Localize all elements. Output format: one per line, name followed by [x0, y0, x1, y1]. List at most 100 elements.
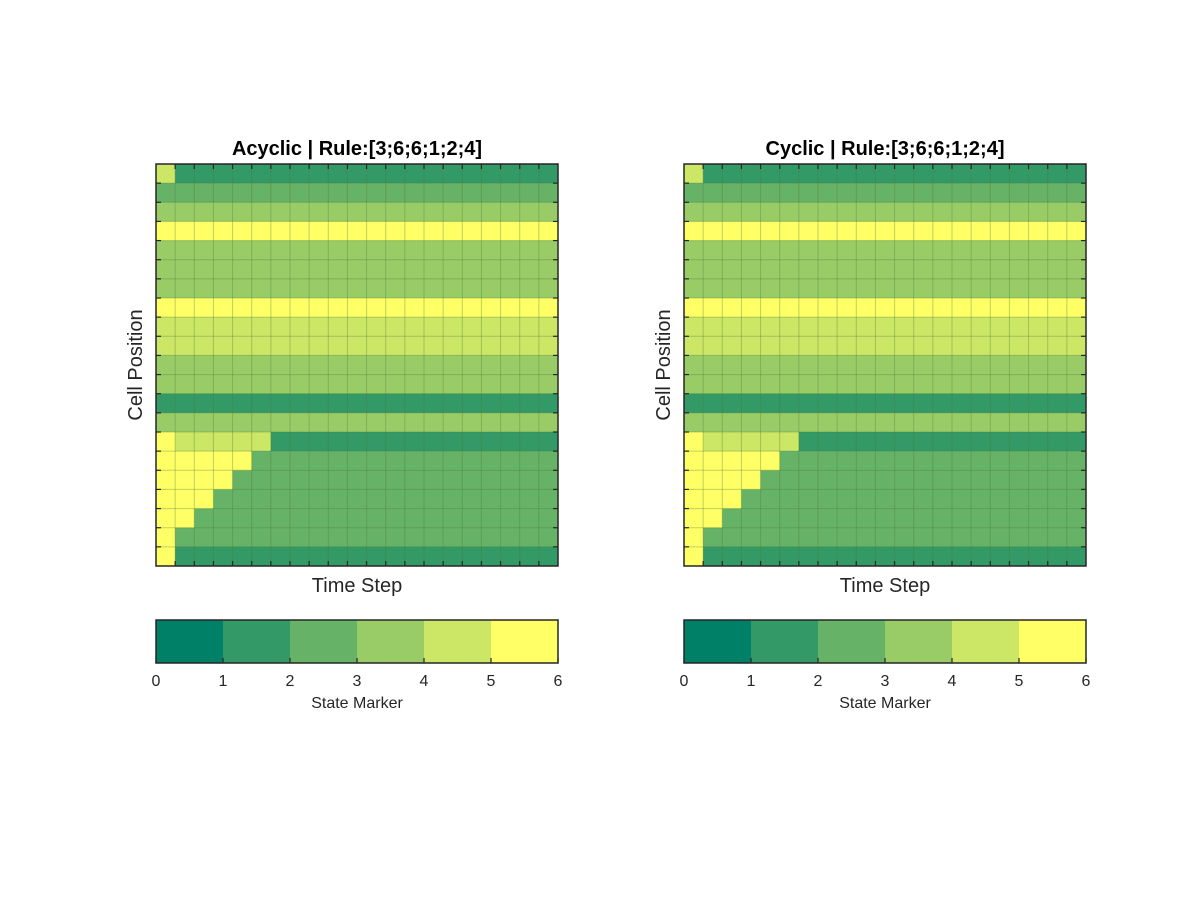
acyclic-colorbar-tick-label: 6: [554, 673, 563, 690]
cyclic-cell: [760, 336, 781, 356]
cyclic-colorbar-tick-label: 4: [948, 673, 957, 690]
acyclic-cell: [500, 336, 521, 356]
acyclic-cell: [538, 374, 559, 395]
cyclic-cell: [760, 432, 781, 452]
cyclic-cell: [913, 489, 934, 509]
acyclic-cell: [519, 221, 540, 241]
cyclic-cell: [703, 432, 723, 452]
acyclic-cell: [232, 393, 253, 414]
acyclic-cell: [347, 527, 367, 548]
cyclic-cell: [894, 336, 915, 356]
acyclic-cell: [194, 546, 214, 567]
acyclic-cell: [538, 355, 559, 375]
cyclic-cell: [913, 336, 934, 356]
cyclic-cell: [1066, 546, 1087, 567]
acyclic-cell: [194, 489, 214, 509]
cyclic-cell: [875, 489, 895, 509]
acyclic-cell: [385, 240, 406, 261]
cyclic-cell: [741, 336, 761, 356]
acyclic-cell: [232, 164, 253, 184]
cyclic-cell: [741, 298, 761, 318]
acyclic-cell: [462, 412, 482, 433]
cyclic-cell: [837, 546, 857, 567]
acyclic-cell: [175, 527, 195, 548]
acyclic-cell: [156, 374, 176, 395]
cyclic-cell: [779, 355, 800, 375]
cyclic-cell: [1009, 259, 1029, 280]
acyclic-title: Acyclic | Rule:[3;6;6;1;2;4]: [232, 138, 482, 160]
cyclic-cell: [1028, 470, 1049, 490]
acyclic-cell: [519, 164, 540, 184]
acyclic-cell: [462, 546, 482, 567]
acyclic-cell: [404, 183, 425, 203]
acyclic-cell: [290, 393, 310, 414]
cyclic-cell: [779, 489, 800, 509]
cyclic-cell: [932, 374, 953, 395]
acyclic-cell: [213, 527, 233, 548]
cyclic-cell: [798, 508, 819, 529]
acyclic-cell: [404, 259, 425, 280]
acyclic-cell: [538, 336, 559, 356]
cyclic-colorbar-ticks: 0 1 2 3 4 5 6: [680, 658, 1091, 690]
cyclic-cell: [837, 508, 857, 529]
acyclic-cell: [519, 336, 540, 356]
acyclic-cell: [347, 451, 367, 471]
acyclic-cell: [251, 489, 272, 509]
acyclic-cell: [270, 451, 291, 471]
acyclic-cell: [424, 336, 444, 356]
cyclic-cell: [913, 527, 934, 548]
cyclic-cell: [818, 183, 838, 203]
cyclic-cell: [913, 451, 934, 471]
acyclic-cell: [328, 240, 348, 261]
cyclic-cell: [971, 451, 991, 471]
cyclic-cell: [932, 393, 953, 414]
cyclic-cell: [779, 451, 800, 471]
cyclic-colorbar-swatch: [885, 620, 953, 663]
acyclic-cell: [404, 546, 425, 567]
acyclic-cell: [424, 432, 444, 452]
cyclic-cell: [1047, 374, 1068, 395]
acyclic-cell: [538, 546, 559, 567]
acyclic-colorbar-tick-label: 3: [353, 673, 362, 690]
acyclic-cell: [500, 470, 521, 490]
cyclic-cell: [722, 546, 742, 567]
cyclic-cell: [760, 355, 781, 375]
cyclic-cell: [913, 546, 934, 567]
acyclic-cell: [194, 240, 214, 261]
cyclic-cell: [1047, 432, 1068, 452]
acyclic-cell: [328, 374, 348, 395]
acyclic-cell: [175, 393, 195, 414]
cyclic-cell: [818, 546, 838, 567]
cyclic-cell: [703, 259, 723, 280]
acyclic-cell: [404, 489, 425, 509]
acyclic-cell: [194, 470, 214, 490]
cyclic-cell: [913, 164, 934, 184]
cyclic-cell: [818, 298, 838, 318]
cyclic-cell: [971, 221, 991, 241]
acyclic-cell: [309, 546, 329, 567]
cyclic-cell: [971, 508, 991, 529]
cyclic-cell: [894, 412, 915, 433]
acyclic-cell: [290, 355, 310, 375]
cyclic-cell: [722, 527, 742, 548]
cyclic-y-axis-label: Cell Position: [653, 309, 675, 420]
cyclic-cell: [1047, 470, 1068, 490]
acyclic-cell: [385, 412, 406, 433]
acyclic-cell: [500, 355, 521, 375]
cyclic-cell: [990, 183, 1010, 203]
cyclic-cell: [990, 298, 1010, 318]
acyclic-cell: [481, 259, 501, 280]
cyclic-cell: [1009, 451, 1029, 471]
cyclic-cell: [837, 278, 857, 299]
cyclic-cell: [1009, 412, 1029, 433]
cyclic-cell: [1028, 355, 1049, 375]
acyclic-cell: [366, 259, 387, 280]
acyclic-axes-frame: [155, 163, 559, 567]
cyclic-cell: [818, 278, 838, 299]
acyclic-cell: [385, 374, 406, 395]
cyclic-cell: [875, 278, 895, 299]
cyclic-cell: [1066, 508, 1087, 529]
acyclic-cell: [519, 355, 540, 375]
cyclic-cell: [990, 432, 1010, 452]
cyclic-cell: [1028, 317, 1049, 337]
